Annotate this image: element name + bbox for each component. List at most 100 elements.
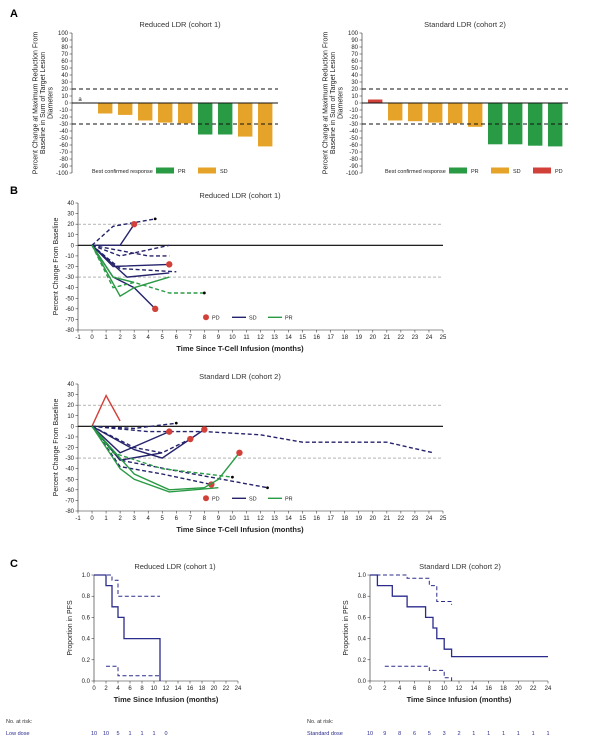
series-line-sd <box>91 425 212 486</box>
risk-count: 10 <box>367 731 373 737</box>
panel-letter-c: C <box>10 558 18 570</box>
bar-sd <box>428 103 443 123</box>
risk-count: 2 <box>457 731 460 737</box>
x-tick-label: 22 <box>398 516 405 522</box>
pd-marker <box>152 305 159 313</box>
x-tick-label: 4 <box>147 335 151 341</box>
x-tick-label: 1 <box>104 335 108 341</box>
ci-lower-line <box>106 665 160 677</box>
y-tick-label: -50 <box>59 136 68 142</box>
x-tick-label: 6 <box>128 686 132 692</box>
legend-title: Best confirmed response <box>92 169 153 175</box>
legend-title: Best confirmed response <box>385 169 446 175</box>
x-tick-label: 20 <box>369 335 376 341</box>
y-tick-label: 60 <box>61 59 68 65</box>
y-tick-label: -30 <box>349 122 358 128</box>
x-tick-label: 9 <box>217 335 221 341</box>
y-tick-label: -70 <box>65 498 74 504</box>
y-tick-label: 0 <box>71 424 75 430</box>
pd-marker <box>166 261 173 268</box>
bar-sd <box>158 103 173 123</box>
y-tick-label: 0.0 <box>358 679 367 685</box>
y-tick-label: 90 <box>351 38 358 44</box>
y-tick-label: 0.8 <box>82 594 91 600</box>
risk-count: 10 <box>103 731 109 737</box>
y-tick-label: 30 <box>67 212 74 218</box>
y-tick-label: 70 <box>61 52 68 58</box>
y-tick-label: -20 <box>349 115 358 121</box>
ci-lower-line <box>384 665 453 681</box>
x-axis-label: Time Since T-Cell Infusion (months) <box>176 525 304 534</box>
x-tick-label: 14 <box>175 686 182 692</box>
pd-marker <box>236 449 243 456</box>
bar-pd <box>368 99 383 103</box>
y-axis-label: Percent Change at Maximum Reduction From… <box>33 32 55 175</box>
risk-count: 0 <box>164 731 167 737</box>
y-tick-label: 20 <box>67 403 74 409</box>
y-tick-label: 50 <box>61 66 68 72</box>
y-tick-label: 100 <box>58 31 69 37</box>
y-tick-label: -10 <box>59 108 68 114</box>
legend-label-pd: PD <box>555 169 563 175</box>
risk-count: 1 <box>487 731 490 737</box>
legend-swatch-pr <box>449 167 467 174</box>
y-tick-label: 0 <box>355 101 359 107</box>
chart-title: Standard LDR (cohort 2) <box>419 562 501 571</box>
bar-sd <box>238 103 253 137</box>
x-tick-label: 8 <box>428 686 432 692</box>
risk-count: 6 <box>413 731 416 737</box>
x-tick-label: 2 <box>104 686 108 692</box>
y-tick-label: -40 <box>65 467 74 473</box>
y-tick-label: 30 <box>61 80 68 86</box>
x-tick-label: 9 <box>217 516 221 522</box>
y-tick-label: 10 <box>351 94 358 100</box>
risk-count: 8 <box>398 731 401 737</box>
x-tick-label: 3 <box>132 335 136 341</box>
x-axis-label: Time Since T-Cell Infusion (months) <box>176 344 304 353</box>
x-tick-label: 0 <box>90 335 94 341</box>
risk-count: 1 <box>128 731 131 737</box>
x-tick-label: 11 <box>243 335 250 341</box>
y-tick-label: -80 <box>65 509 74 515</box>
x-tick-label: 23 <box>412 516 419 522</box>
panel-letter-b: B <box>10 185 18 197</box>
bar-sd <box>258 103 273 147</box>
series-line-pr <box>91 244 205 294</box>
y-tick-label: -70 <box>349 150 358 156</box>
y-tick-label: 10 <box>67 414 74 420</box>
y-tick-label: -40 <box>349 129 358 135</box>
ci-upper-line <box>94 574 160 597</box>
x-tick-label: 5 <box>161 516 165 522</box>
y-tick-label: 20 <box>351 87 358 93</box>
y-axis-label: Percent Change From Baseline <box>53 218 60 316</box>
x-tick-label: 10 <box>229 335 236 341</box>
x-tick-label: 13 <box>271 335 278 341</box>
bar-sd <box>448 103 463 124</box>
y-tick-label: 40 <box>67 201 74 207</box>
x-tick-label: 24 <box>545 686 552 692</box>
y-tick-label: -100 <box>346 171 359 177</box>
legend-label-pr: PR <box>285 496 293 502</box>
x-tick-label: 10 <box>229 516 236 522</box>
series-line-sd <box>91 244 170 257</box>
x-tick-label: 22 <box>398 335 405 341</box>
panel-letter-a: A <box>10 8 18 20</box>
legend-marker-pd <box>203 495 209 502</box>
risk-table-header: No. at risk: <box>307 719 334 725</box>
x-tick-label: -1 <box>75 335 81 341</box>
y-tick-label: 80 <box>351 45 358 51</box>
y-tick-label: 0.0 <box>82 679 91 685</box>
series-line-pd <box>91 394 121 427</box>
x-tick-label: 4 <box>398 686 402 692</box>
x-tick-label: 0 <box>368 686 372 692</box>
x-tick-label: 20 <box>369 516 376 522</box>
y-tick-label: 40 <box>67 382 74 388</box>
y-tick-label: 20 <box>67 222 74 228</box>
x-tick-label: 2 <box>118 335 122 341</box>
bar-sd <box>118 103 133 115</box>
x-tick-label: 4 <box>147 516 151 522</box>
end-marker <box>202 291 206 295</box>
bar-pr <box>198 103 213 135</box>
y-tick-label: -20 <box>65 265 74 271</box>
x-tick-label: 18 <box>199 686 206 692</box>
